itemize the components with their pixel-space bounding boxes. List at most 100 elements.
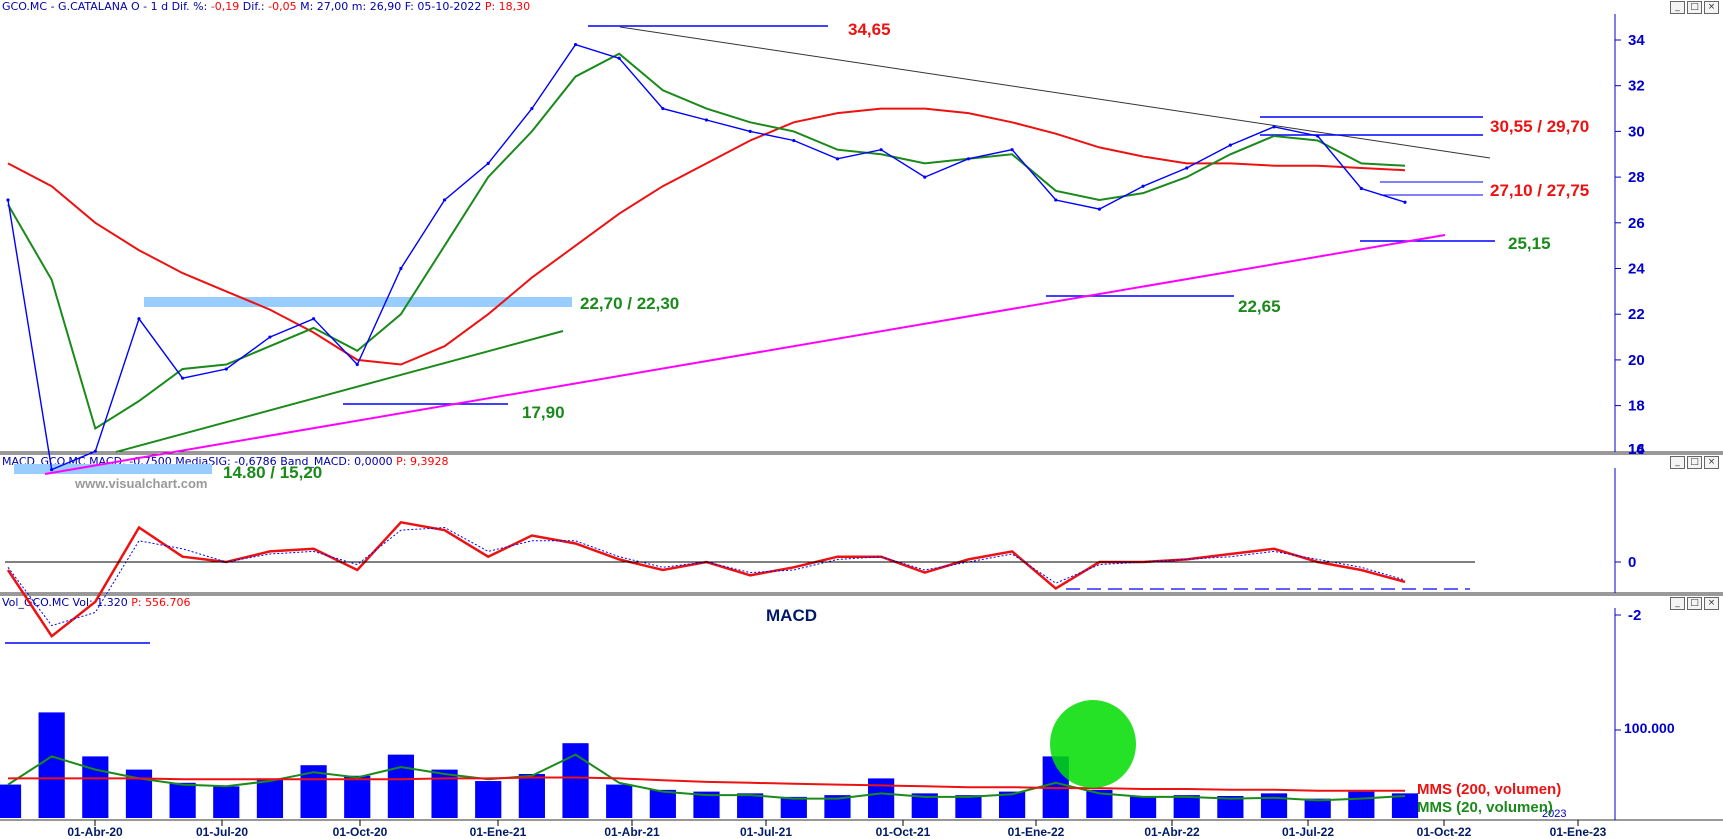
macd-p-label: P:: [396, 455, 407, 468]
volume-p-value: 556.706: [145, 596, 191, 609]
price-point: [399, 266, 403, 271]
volume-bar: [824, 795, 851, 818]
price-point: [1316, 134, 1320, 138]
volume-name: Vol_GCO.MC: [2, 596, 70, 609]
price-point: [923, 175, 927, 179]
volume-close-button[interactable]: ×: [1704, 597, 1719, 610]
volume-series: [0, 712, 1419, 818]
price-point: [355, 362, 359, 367]
volume-sma20-line: [7, 753, 1406, 802]
xaxis-tick-label: 01-Oct-21: [876, 825, 931, 839]
date-value: 05-10-2022: [417, 0, 482, 13]
p-value: 18,30: [498, 0, 531, 13]
price-ytick-label: 32: [1628, 78, 1645, 95]
price-point: [704, 118, 709, 122]
sma-long-line: [7, 107, 1406, 366]
volume-bar: [955, 795, 982, 818]
uptrend-support-line: [44, 234, 1446, 475]
dif-label: Dif.:: [242, 0, 265, 13]
price-point: [1097, 207, 1102, 211]
volume-bar: [737, 793, 764, 818]
xaxis-tick-label: 01-Jul-21: [740, 825, 792, 839]
price-ytick-label: 18: [1628, 398, 1645, 415]
macd-window-controls: _ □ ×: [1670, 456, 1719, 469]
minimize-button[interactable]: _: [1670, 1, 1685, 14]
price-panel-header: GCO.MC - G.CATALANA O - 1 d Dif. %: -0,1…: [2, 0, 530, 14]
price-ytick-label: 24: [1628, 261, 1645, 278]
volume-panel-header: Vol_GCO.MC Vol: 1.320 P: 556.706: [2, 596, 191, 610]
xaxis-tick-label: 01-Ene-23: [1550, 825, 1607, 839]
price-point: [224, 367, 228, 371]
annotation-top: 34,65: [848, 20, 891, 39]
macd-band-label: Band_MACD:: [280, 455, 351, 468]
price-point: [530, 106, 534, 111]
macd-signal-line: [7, 526, 1406, 627]
max-value: 27,00: [316, 0, 349, 13]
volume-bar: [213, 786, 240, 818]
price-ytick-label: 22: [1628, 306, 1645, 323]
xaxis-tick-label: 01-Ene-21: [470, 825, 527, 839]
price-point: [137, 317, 141, 321]
volume-highlight-ellipse: [1050, 700, 1136, 788]
volume-maximize-button[interactable]: □: [1687, 597, 1702, 610]
dif-value: -0,05: [268, 0, 297, 13]
volume-bar: [475, 781, 502, 818]
xaxis-tick-label: 01-Jul-20: [196, 825, 248, 839]
price-point: [1010, 148, 1014, 152]
macd-series: [6, 520, 1406, 639]
volume-bar: [998, 791, 1026, 818]
annotation-low-oct20: 17,90: [522, 403, 565, 422]
macd-title: MACD: [766, 606, 817, 625]
volume-bar: [1217, 796, 1244, 818]
volume-sma200-line: [8, 776, 1405, 792]
price-point: [661, 106, 665, 111]
price-point: [748, 129, 752, 133]
annotation-support-right: 25,15: [1508, 234, 1551, 253]
volume-bar: [518, 774, 545, 818]
macd-close-button[interactable]: ×: [1704, 456, 1719, 469]
volume-bar: [606, 784, 633, 818]
macd-ytick-label: 0: [1628, 554, 1636, 571]
legend-mms-200: MMS (200, volumen): [1417, 781, 1561, 798]
price-ytick-label: 30: [1628, 123, 1645, 140]
date-label: F:: [404, 0, 414, 13]
price-point: [966, 157, 971, 161]
macd-line: [6, 520, 1406, 639]
volume-bar: [780, 796, 807, 818]
macd-minimize-button[interactable]: _: [1670, 456, 1685, 469]
xaxis-tick-label: 01-Oct-20: [333, 825, 388, 839]
macd-signal-value: -0,6786: [234, 455, 277, 468]
maximize-button[interactable]: □: [1687, 1, 1702, 14]
volume-label: Vol:: [72, 596, 93, 609]
price-point: [6, 198, 10, 202]
price-point: [486, 161, 490, 165]
close-button[interactable]: ×: [1704, 1, 1719, 14]
price-point: [1359, 186, 1363, 191]
x-axis: 01-Abr-20 01-Jul-20 01-Oct-20 01-Ene-21 01-A…: [67, 808, 1606, 839]
annotation-low-2020: 14.80 / 15,20: [223, 463, 322, 482]
price-window-controls: _ □ ×: [1670, 1, 1719, 14]
price-ytick-label: 28: [1628, 169, 1645, 186]
macd-ytick-label: -2: [1628, 607, 1641, 624]
xaxis-tick-label: 01-Abr-22: [1144, 825, 1200, 839]
volume-bar: [1348, 791, 1375, 818]
volume-bar: [431, 769, 458, 818]
price-point: [1141, 184, 1145, 188]
macd-maximize-button[interactable]: □: [1687, 456, 1702, 469]
min-value: 26,90: [369, 0, 402, 13]
volume-bar: [38, 712, 65, 818]
dif-pct-label: Dif. %:: [171, 0, 208, 13]
price-point: [181, 376, 185, 380]
volume-bar: [344, 775, 371, 818]
price-point: [1185, 166, 1189, 170]
volume-minimize-button[interactable]: _: [1670, 597, 1685, 610]
xaxis-tick-label: 01-Abr-21: [604, 825, 660, 839]
xaxis-tick-label: 01-Jul-22: [1282, 825, 1334, 839]
price-point: [792, 138, 796, 143]
support-zone-2020: [14, 464, 212, 474]
price-series: [6, 42, 1407, 472]
volume-bar: [256, 778, 284, 818]
annotation-resist-right: 30,55 / 29,70: [1490, 117, 1589, 136]
volume-value: 1.320: [96, 596, 128, 609]
